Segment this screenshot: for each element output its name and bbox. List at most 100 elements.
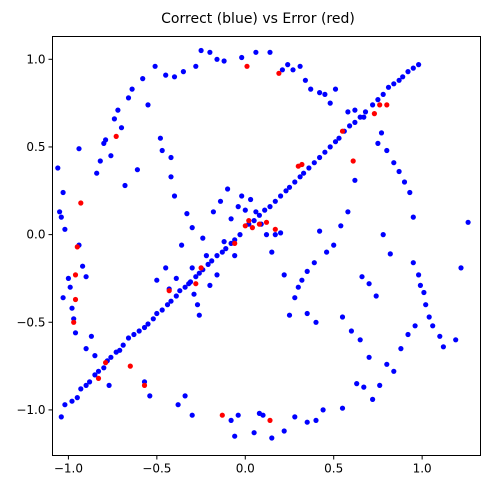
data-point-0-144 <box>332 86 339 92</box>
data-point-0-231 <box>186 281 192 287</box>
data-point-0-124 <box>221 58 227 64</box>
data-point-0-97 <box>108 153 114 159</box>
data-point-0-81 <box>60 295 66 301</box>
data-point-0-212 <box>317 228 323 234</box>
data-point-0-5 <box>83 382 89 388</box>
data-point-0-209 <box>299 277 305 283</box>
data-point-0-115 <box>171 74 178 80</box>
data-point-0-171 <box>391 368 397 374</box>
data-point-0-151 <box>391 160 397 166</box>
y-tick-label: −0.5 <box>16 315 45 329</box>
data-point-0-7 <box>92 372 98 378</box>
axes: −1.0 −0.5 0.0 0.5 1.0 −1.0 −0.5 0.0 0.5 1.0 <box>16 52 431 475</box>
data-point-0-183 <box>189 265 195 271</box>
data-point-0-101 <box>122 182 128 189</box>
data-point-0-162 <box>430 323 436 329</box>
y-tick-label: 0.0 <box>26 228 45 242</box>
data-point-0-217 <box>352 177 358 183</box>
data-point-0-98 <box>111 116 117 122</box>
data-point-0-155 <box>410 214 416 220</box>
data-point-1-8 <box>127 363 133 369</box>
data-point-0-13 <box>117 347 123 353</box>
data-point-0-55 <box>322 149 328 155</box>
data-point-0-24 <box>168 298 174 304</box>
data-point-0-134 <box>269 435 275 441</box>
data-point-0-204 <box>272 232 278 238</box>
data-point-0-73 <box>416 62 422 68</box>
data-point-0-45 <box>272 198 278 204</box>
data-point-0-180 <box>304 419 310 425</box>
data-point-0-53 <box>311 160 317 166</box>
data-point-0-199 <box>248 196 254 203</box>
data-point-0-177 <box>339 405 346 411</box>
data-point-1-6 <box>103 360 109 366</box>
data-point-0-186 <box>200 235 206 241</box>
data-point-0-172 <box>384 361 390 367</box>
data-point-0-222 <box>387 251 393 257</box>
data-point-0-100 <box>118 125 125 131</box>
data-point-0-79 <box>65 275 71 281</box>
data-point-0-116 <box>175 402 181 408</box>
data-point-0-142 <box>322 91 328 97</box>
data-point-0-50 <box>297 174 303 180</box>
data-point-1-14 <box>232 240 238 246</box>
data-point-0-35 <box>219 249 225 255</box>
data-point-0-188 <box>207 282 213 288</box>
x-tick-label: 1.0 <box>413 462 432 476</box>
data-point-0-44 <box>267 204 273 210</box>
data-point-0-126 <box>232 433 238 439</box>
data-point-1-18 <box>246 218 252 224</box>
data-point-0-66 <box>380 91 386 97</box>
data-point-0-230 <box>173 275 179 281</box>
chart-title: Correct (blue) vs Error (red) <box>161 11 355 27</box>
data-point-0-43 <box>262 207 268 213</box>
data-point-1-1 <box>71 319 77 325</box>
data-point-0-198 <box>242 207 248 213</box>
data-point-0-42 <box>256 212 262 218</box>
data-point-0-190 <box>214 272 220 278</box>
data-point-0-62 <box>357 114 363 120</box>
data-point-0-238 <box>304 310 310 317</box>
data-point-0-127 <box>235 412 241 418</box>
data-point-0-16 <box>131 331 137 338</box>
data-point-1-23 <box>276 70 282 76</box>
data-point-0-161 <box>426 314 432 320</box>
data-point-0-69 <box>396 77 402 83</box>
data-point-0-109 <box>152 63 158 69</box>
data-point-0-205 <box>278 230 284 236</box>
data-point-1-22 <box>272 226 278 232</box>
data-point-0-58 <box>336 135 342 141</box>
data-point-0-30 <box>196 270 202 276</box>
data-point-0-237 <box>295 284 301 290</box>
data-point-1-19 <box>256 221 262 227</box>
data-point-0-138 <box>297 63 303 69</box>
data-point-0-47 <box>283 188 289 194</box>
data-point-1-3 <box>72 272 79 278</box>
x-tick-label: −0.5 <box>142 462 171 476</box>
data-point-0-120 <box>193 63 199 69</box>
data-point-0-125 <box>228 417 234 423</box>
data-point-1-7 <box>113 133 119 139</box>
data-point-0-52 <box>306 165 312 171</box>
data-point-0-82 <box>69 305 75 311</box>
data-point-0-213 <box>324 249 330 255</box>
data-point-0-60 <box>347 123 353 129</box>
data-point-1-28 <box>371 111 377 117</box>
data-point-1-12 <box>198 265 204 271</box>
data-point-0-129 <box>251 430 257 436</box>
data-point-0-67 <box>385 84 392 90</box>
data-point-0-36 <box>223 246 229 252</box>
data-point-0-152 <box>396 168 402 175</box>
data-point-0-130 <box>253 49 259 55</box>
data-point-0-114 <box>168 154 174 161</box>
data-point-0-193 <box>225 186 231 192</box>
data-point-0-197 <box>239 193 245 199</box>
data-point-0-8 <box>95 368 102 374</box>
data-point-0-48 <box>286 184 293 190</box>
data-point-0-165 <box>453 337 459 343</box>
data-point-0-203 <box>269 249 275 255</box>
data-point-0-143 <box>327 100 333 106</box>
data-point-0-32 <box>205 261 211 267</box>
data-point-0-149 <box>378 130 385 136</box>
data-point-1-17 <box>249 225 255 231</box>
